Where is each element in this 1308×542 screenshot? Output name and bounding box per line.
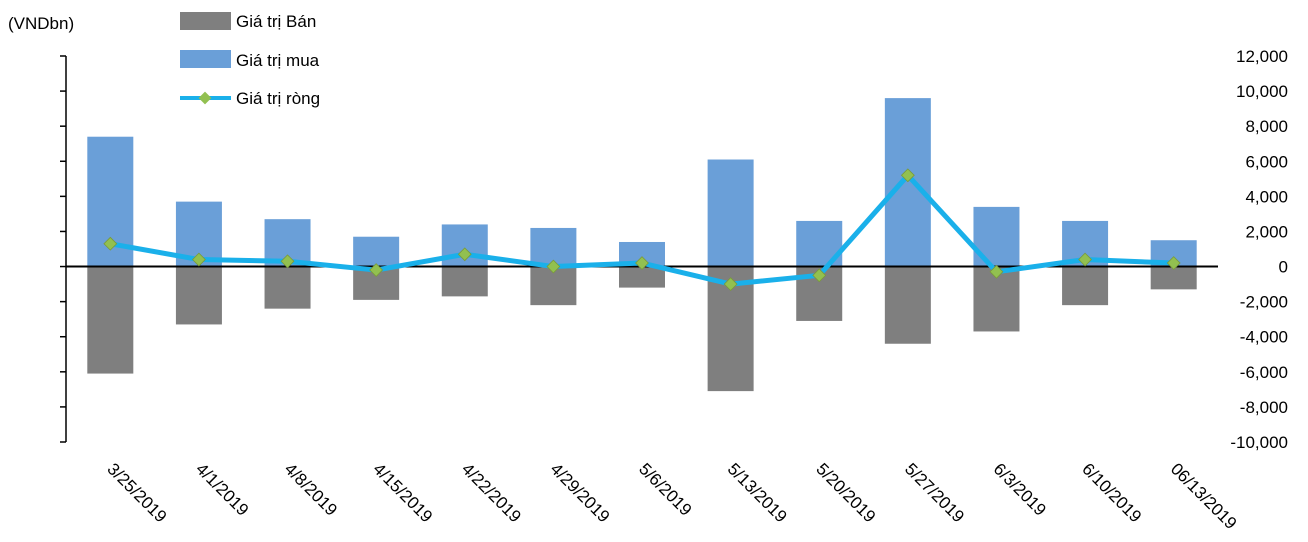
net-value-marker	[1166, 256, 1181, 270]
sell-value-bar	[1062, 266, 1109, 306]
net-value-marker	[900, 168, 915, 183]
sell-value-bar	[619, 266, 665, 288]
x-tick-label: 6/3/2019	[990, 459, 1050, 519]
legend-label-buy: Giá trị mua	[236, 51, 320, 70]
legend-swatch-net-marker	[198, 91, 212, 105]
y-tick-label: 12,000	[1236, 47, 1288, 66]
legend-swatch-buy	[180, 50, 231, 68]
y-tick-label: 10,000	[1236, 82, 1288, 101]
x-tick-label: 4/22/2019	[458, 459, 525, 526]
y-tick-label: 6,000	[1245, 152, 1288, 171]
net-value-marker	[369, 263, 384, 277]
x-tick-label: 4/29/2019	[547, 459, 614, 526]
net-value-marker	[457, 247, 472, 262]
net-value-marker	[723, 277, 738, 292]
x-tick-label: 5/13/2019	[724, 459, 791, 526]
y-axis-labels: -10,000 -8,000 -6,000 -4,000 -2,000 0 2,000 4,0…	[1230, 47, 1288, 452]
sell-value-bar	[884, 266, 931, 344]
legend-swatch-sell	[180, 12, 231, 30]
net-value-marker	[103, 236, 118, 251]
buy-value-bar	[884, 98, 931, 267]
legend-label-net: Giá trị ròng	[236, 89, 320, 108]
sell-value-bar	[1150, 266, 1197, 290]
y-tick-label: 8,000	[1245, 117, 1288, 136]
net-value-marker	[1078, 252, 1093, 267]
x-tick-label: 5/27/2019	[901, 459, 968, 526]
y-tick-label: 0	[1279, 258, 1288, 277]
sell-value-bar	[175, 266, 222, 325]
buy-value-bar	[353, 236, 400, 267]
unit-label: (VNDbn)	[8, 14, 74, 33]
x-tick-label: 4/15/2019	[369, 459, 436, 526]
x-tick-label: 6/10/2019	[1078, 459, 1145, 526]
net-value-marker	[812, 268, 827, 283]
net-value-marker	[280, 254, 295, 269]
net-value-marker	[546, 259, 561, 274]
bars-group	[87, 98, 1197, 392]
net-value-marker	[191, 252, 206, 267]
x-tick-label: 06/13/2019	[1167, 459, 1241, 533]
y-tick-label: -2,000	[1240, 293, 1288, 312]
net-value-line-group	[103, 168, 1181, 292]
x-tick-label: 3/25/2019	[103, 459, 170, 526]
y-tick-label: -4,000	[1240, 328, 1288, 347]
x-tick-label: 4/1/2019	[192, 459, 252, 519]
y-tick-label: 2,000	[1245, 222, 1288, 241]
buy-value-bar	[707, 159, 754, 267]
legend-label-sell: Giá trị Bán	[236, 12, 316, 31]
sell-value-bar	[87, 266, 134, 374]
y-tick-label: -10,000	[1230, 433, 1288, 452]
sell-value-bar	[441, 266, 488, 297]
left-axis-ticks	[60, 55, 66, 443]
x-tick-label: 4/8/2019	[281, 459, 341, 519]
y-tick-label: -8,000	[1240, 398, 1288, 417]
x-tick-label: 5/6/2019	[635, 459, 695, 519]
legend: Giá trị Bán Giá trị mua Giá trị ròng	[180, 12, 320, 108]
net-value-marker	[635, 256, 649, 270]
x-tick-label: 5/20/2019	[812, 459, 879, 526]
x-axis-labels: 3/25/2019 4/1/2019 4/8/2019 4/15/2019 4/22/2…	[103, 459, 1240, 533]
net-value-marker	[989, 264, 1004, 279]
y-tick-label: -6,000	[1240, 363, 1288, 382]
sell-value-bar	[264, 266, 311, 309]
y-tick-label: 4,000	[1245, 187, 1288, 206]
